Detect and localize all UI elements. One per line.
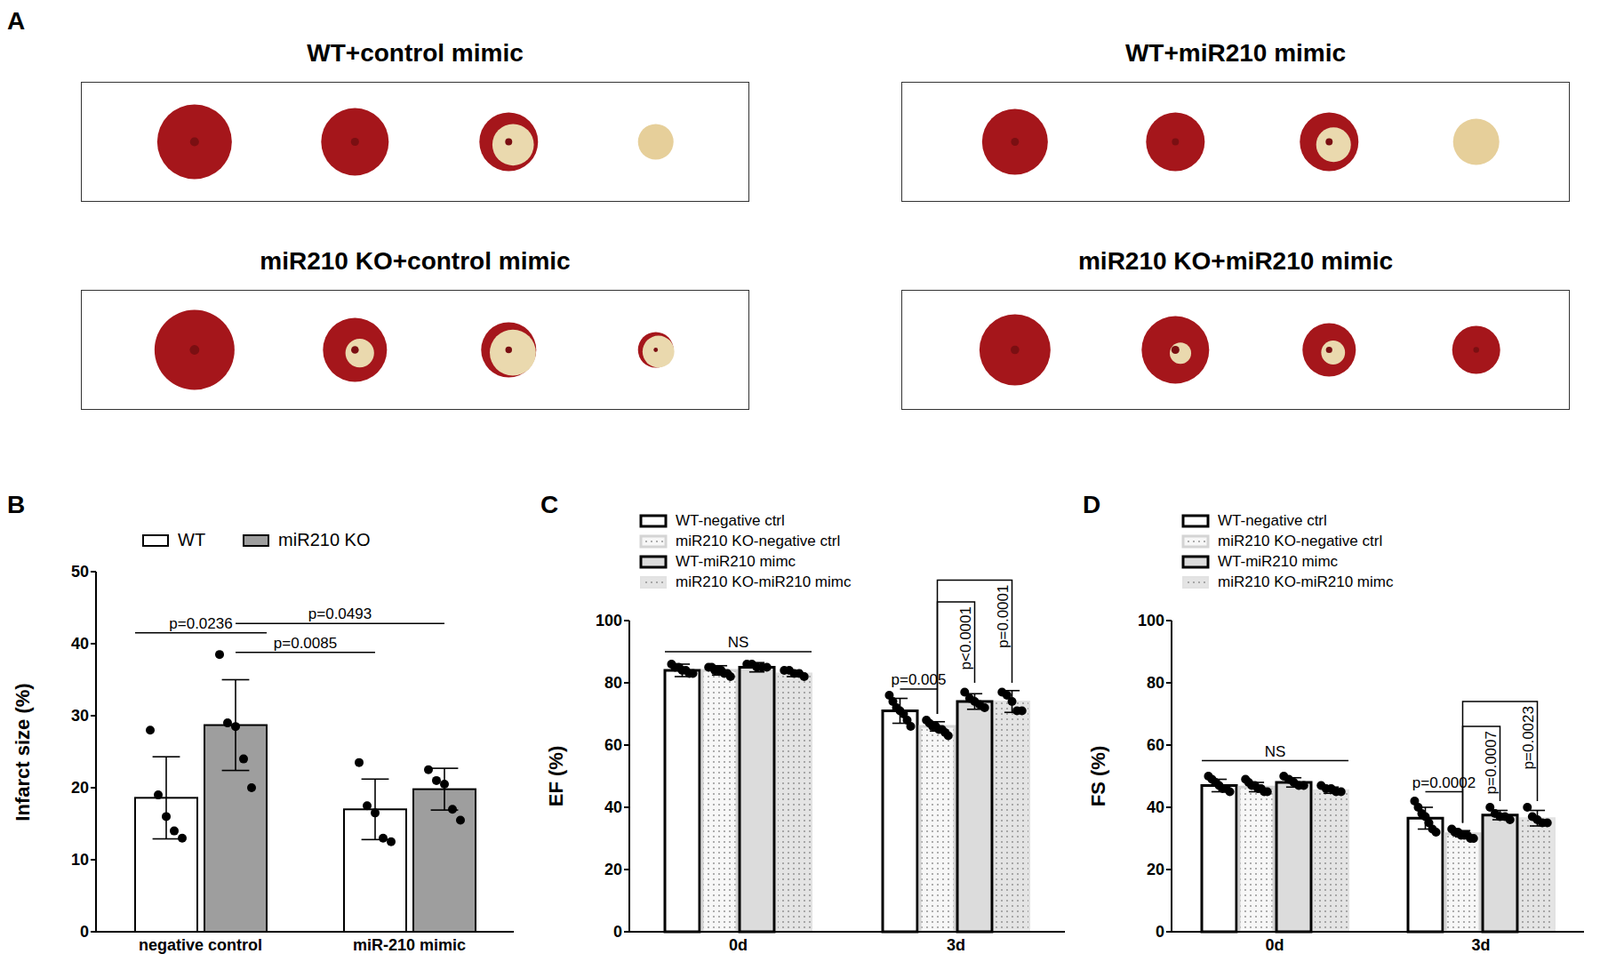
html-text:WT-negative ctrl: WT-negative ctrl (1217, 512, 1327, 529)
svg-text:30: 30 (71, 706, 89, 725)
html-text:B: B (7, 490, 26, 519)
svg-text:60: 60 (1146, 736, 1165, 754)
html-text:miR210 KO-negative ctrl: miR210 KO-negative ctrl (675, 532, 841, 550)
svg-text:20: 20 (604, 860, 623, 879)
html-text:miR210 KO-miR210 mimc: miR210 KO-miR210 mimc (1217, 573, 1394, 591)
svg-text:p=0.0023: p=0.0023 (1520, 705, 1537, 769)
svg-text:0: 0 (80, 922, 89, 941)
svg-text:miR-210 mimic: miR-210 mimic (352, 936, 466, 954)
svg-text:60: 60 (604, 736, 623, 754)
html-text:EF (%): EF (%) (544, 745, 568, 807)
svg-text:p=0.0001: p=0.0001 (994, 584, 1012, 648)
html-text:C: C (540, 490, 559, 519)
svg-text:40: 40 (71, 634, 89, 653)
svg-text:0: 0 (1155, 922, 1165, 941)
svg-text:80: 80 (604, 673, 623, 692)
html-text:miR210 KO+control mimic: miR210 KO+control mimic (259, 247, 571, 275)
svg-text:p=0.0002: p=0.0002 (1412, 774, 1476, 792)
svg-text:3d: 3d (946, 936, 966, 954)
html-text:WT+miR210 mimic: WT+miR210 mimic (1125, 39, 1346, 67)
svg-text:negative control: negative control (138, 936, 263, 954)
svg-text:0d: 0d (728, 936, 748, 954)
svg-text:NS: NS (1264, 743, 1287, 760)
html-text:WT-negative ctrl: WT-negative ctrl (675, 512, 785, 529)
html-text:miR210 KO+miR210 mimic: miR210 KO+miR210 mimic (1078, 247, 1393, 275)
html-text:miR210 KO-negative ctrl: miR210 KO-negative ctrl (1217, 532, 1383, 550)
html-text:miR210 KO-miR210 mimc: miR210 KO-miR210 mimc (675, 573, 852, 591)
html-text:Infarct size (%): Infarct size (%) (11, 682, 34, 821)
html-text:D: D (1082, 490, 1101, 519)
html-text:WT: WT (177, 529, 206, 550)
svg-text:NS: NS (728, 633, 750, 651)
svg-text:p=0.0236: p=0.0236 (168, 615, 232, 632)
html-text:WT-miR210 mimc: WT-miR210 mimc (675, 552, 796, 570)
svg-text:0: 0 (613, 922, 623, 941)
html-text:WT-miR210 mimc: WT-miR210 mimc (1217, 552, 1338, 570)
svg-text:80: 80 (1146, 673, 1165, 692)
svg-text:100: 100 (595, 611, 623, 630)
svg-text:40: 40 (604, 798, 623, 816)
svg-text:p<0.0001: p<0.0001 (957, 606, 975, 670)
svg-text:p=0.0493: p=0.0493 (308, 605, 372, 623)
svg-text:20: 20 (71, 778, 89, 797)
svg-text:p=0.005: p=0.005 (891, 671, 947, 688)
svg-text:p=0.0085: p=0.0085 (273, 634, 337, 652)
html-text:FS (%): FS (%) (1087, 745, 1110, 807)
svg-text:3d: 3d (1471, 936, 1490, 954)
html-text:WT+control mimic: WT+control mimic (306, 39, 524, 67)
svg-text:40: 40 (1146, 798, 1165, 816)
svg-text:p=0.0007: p=0.0007 (1482, 730, 1500, 794)
svg-text:10: 10 (71, 850, 89, 869)
svg-text:0d: 0d (1264, 936, 1284, 954)
html-text:miR210 KO: miR210 KO (278, 529, 371, 550)
svg-text:20: 20 (1146, 860, 1165, 879)
html-text:A: A (7, 7, 26, 35)
svg-text:100: 100 (1137, 611, 1165, 630)
svg-text:50: 50 (71, 562, 89, 581)
